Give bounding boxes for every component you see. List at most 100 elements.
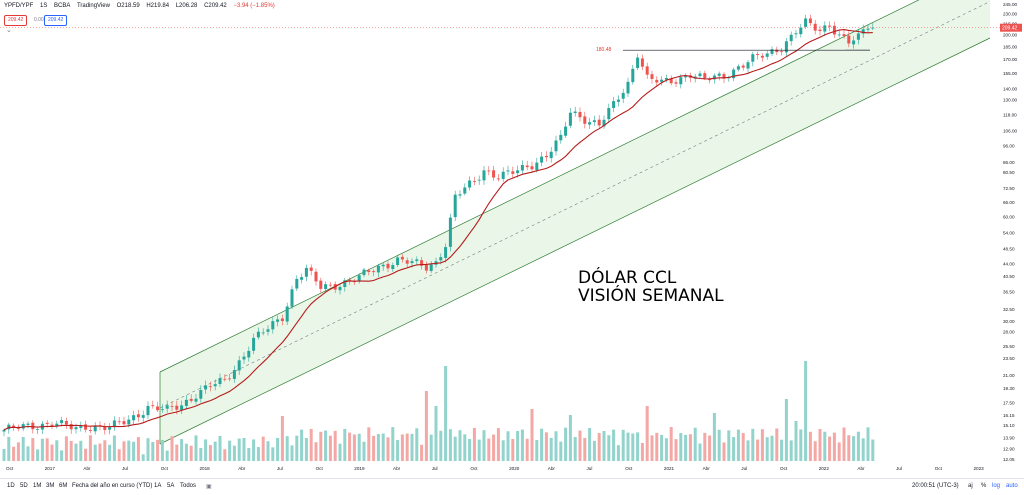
volume-bar bbox=[828, 436, 832, 461]
range-all[interactable]: Todos bbox=[180, 483, 197, 489]
ask-price-box[interactable]: 209.42 bbox=[44, 15, 68, 26]
volume-bar bbox=[669, 427, 673, 461]
time-tick-label: 2020 bbox=[509, 466, 520, 471]
volume-bar bbox=[242, 438, 246, 461]
volume-bar bbox=[664, 438, 668, 461]
volume-bar bbox=[415, 428, 419, 461]
candle bbox=[832, 21, 836, 38]
candle bbox=[237, 355, 241, 375]
range-1a[interactable]: 1A bbox=[154, 483, 162, 489]
volume-bar bbox=[823, 431, 827, 461]
candle bbox=[213, 379, 217, 391]
candle bbox=[669, 75, 673, 86]
candle bbox=[69, 420, 73, 434]
volume-bar bbox=[535, 440, 539, 461]
range-1d[interactable]: 1D bbox=[7, 483, 15, 489]
range-5a[interactable]: 5A bbox=[167, 483, 175, 489]
volume-bar bbox=[381, 433, 385, 461]
candle bbox=[496, 173, 500, 182]
interval[interactable]: 1S bbox=[40, 3, 48, 9]
candle bbox=[616, 95, 620, 107]
time-tick-label: Oct bbox=[780, 466, 788, 471]
volume-bar bbox=[156, 439, 160, 461]
candle bbox=[520, 160, 524, 175]
log-toggle[interactable]: log bbox=[992, 483, 1001, 489]
price-tick-label: 60.00 bbox=[1003, 215, 1015, 220]
volume-bar bbox=[151, 442, 155, 461]
volume-bar bbox=[568, 415, 572, 461]
candle bbox=[756, 51, 760, 60]
candle bbox=[189, 394, 193, 403]
time-axis[interactable]: Oct 2017 Abr Jul Oct 2018 Abr Jul Oct 2019 Abr Jul O… bbox=[6, 466, 984, 471]
candle bbox=[453, 190, 457, 222]
volume-bar bbox=[237, 438, 241, 461]
candle bbox=[818, 25, 822, 36]
volume-bar bbox=[12, 446, 16, 461]
price-axis[interactable]: 245.00230.00215.00200.00185.00170.00155.… bbox=[1000, 0, 1024, 478]
candle bbox=[285, 302, 289, 326]
candle bbox=[525, 160, 529, 171]
candle bbox=[343, 277, 347, 292]
symbol-name[interactable]: YPFD/YPF bbox=[4, 3, 34, 9]
bid-price-box[interactable]: 209.42 bbox=[4, 15, 28, 26]
candle bbox=[636, 53, 640, 71]
percent-toggle[interactable]: % bbox=[981, 483, 987, 489]
volume-bar bbox=[578, 430, 582, 461]
range-6m[interactable]: 6M bbox=[59, 483, 68, 489]
candle bbox=[852, 36, 856, 49]
candle bbox=[55, 420, 59, 429]
time-tick-label: Jul bbox=[896, 466, 902, 471]
resistance-line[interactable]: 180.48 bbox=[596, 47, 870, 53]
candle bbox=[194, 393, 198, 405]
auto-toggle[interactable]: auto bbox=[1006, 483, 1018, 489]
time-tick-label: Jul bbox=[122, 466, 128, 471]
adjust-toggle[interactable]: aj bbox=[968, 483, 973, 489]
volume-bar bbox=[789, 440, 793, 461]
chevron-down-icon[interactable]: ⌄ bbox=[6, 27, 12, 34]
range-5d[interactable]: 5D bbox=[20, 483, 28, 489]
volume-bar bbox=[60, 450, 64, 461]
candle bbox=[165, 400, 169, 413]
volume-bar bbox=[463, 434, 467, 461]
volume-bar bbox=[136, 437, 140, 461]
candle bbox=[367, 268, 371, 276]
volume-bar bbox=[405, 433, 409, 461]
volume-bar bbox=[285, 436, 289, 461]
calendar-icon[interactable]: ▣ bbox=[206, 484, 212, 490]
candle bbox=[256, 327, 260, 340]
volume-bar bbox=[232, 445, 236, 461]
clock[interactable]: 20:00:51 (UTC-3) bbox=[912, 483, 959, 489]
price-chart[interactable]: 180.48 DÓLAR CCL VISIÓN SEMANAL 245.00 23… bbox=[0, 0, 1024, 478]
volume-bar bbox=[712, 413, 716, 461]
volume-bar bbox=[204, 439, 208, 461]
candle bbox=[151, 400, 155, 409]
volume-bar bbox=[189, 445, 193, 461]
volume-bar bbox=[866, 427, 870, 461]
volume-bar bbox=[261, 436, 265, 461]
volume-bar bbox=[564, 427, 568, 461]
time-tick-label: 2023 bbox=[974, 466, 985, 471]
candle bbox=[717, 71, 721, 81]
range-1m[interactable]: 1M bbox=[33, 483, 42, 489]
volume-bar bbox=[223, 449, 227, 461]
candle bbox=[540, 151, 544, 167]
volume-bar bbox=[588, 427, 592, 461]
candle bbox=[559, 130, 563, 144]
volume-bar bbox=[290, 445, 294, 461]
candle bbox=[775, 46, 779, 56]
candle bbox=[597, 115, 601, 128]
range-3m[interactable]: 3M bbox=[46, 483, 55, 489]
volume-bar bbox=[799, 429, 803, 461]
volume-bar bbox=[31, 438, 35, 461]
volume-bar bbox=[333, 430, 337, 461]
candle bbox=[328, 282, 332, 288]
candle bbox=[458, 190, 462, 199]
volume-bar bbox=[117, 449, 121, 461]
price-tick-label: 17.50 bbox=[1003, 401, 1015, 406]
candle bbox=[199, 385, 203, 403]
volume-bar bbox=[429, 434, 433, 461]
volume-bar bbox=[636, 432, 640, 461]
volume-bar bbox=[477, 439, 481, 461]
candle bbox=[828, 21, 832, 31]
range-ytd[interactable]: Fecha del año en curso (YTD) bbox=[72, 483, 153, 489]
